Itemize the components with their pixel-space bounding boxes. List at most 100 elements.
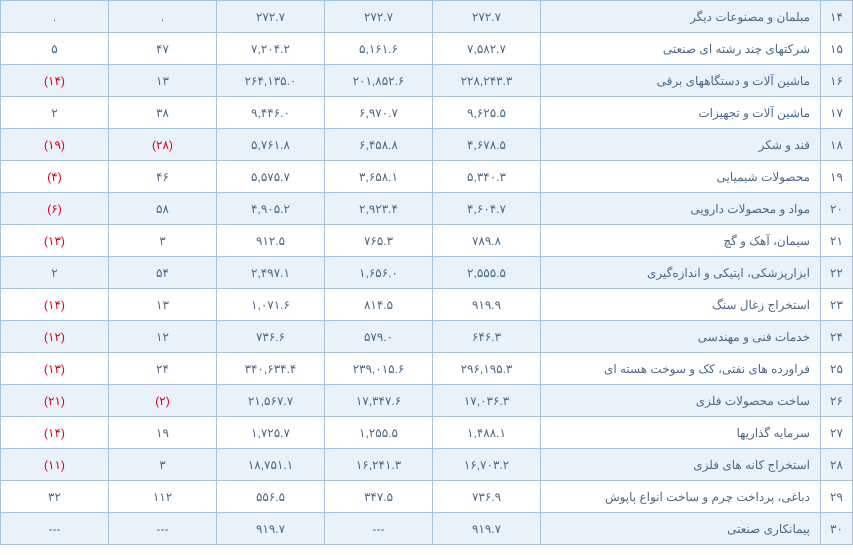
col-c4: ۲۴ (109, 353, 217, 385)
industry-name: پیمانکاری صنعتی (541, 513, 821, 545)
col-c4: --- (109, 513, 217, 545)
col-c1: ۲,۵۵۵.۵ (433, 257, 541, 289)
col-c1: ۷۸۹.۸ (433, 225, 541, 257)
col-c5: ۲ (1, 97, 109, 129)
table-row: ۱۴مبلمان و مصنوعات دیگر۲۷۲.۷۲۷۲.۷۲۷۲.۷.. (1, 1, 853, 33)
industry-name: ماشین آلات و تجهیزات (541, 97, 821, 129)
col-c2: ۶,۹۷۰.۷ (325, 97, 433, 129)
col-c5: ۲ (1, 257, 109, 289)
col-c5: --- (1, 513, 109, 545)
col-c3: ۱,۷۲۵.۷ (217, 417, 325, 449)
col-c1: ۱,۴۸۸.۱ (433, 417, 541, 449)
table-body: ۱۴مبلمان و مصنوعات دیگر۲۷۲.۷۲۷۲.۷۲۷۲.۷..… (1, 1, 853, 545)
col-c4: ۵۸ (109, 193, 217, 225)
col-c1: ۱۷,۰۳۶.۳ (433, 385, 541, 417)
col-c5: (۱۴) (1, 417, 109, 449)
row-number: ۲۴ (821, 321, 853, 353)
col-c2: ۱,۲۵۵.۵ (325, 417, 433, 449)
table-row: ۲۹دباغی، پرداخت چرم و ساخت انواع پاپوش۷۳… (1, 481, 853, 513)
col-c1: ۴,۶۰۴.۷ (433, 193, 541, 225)
col-c4: ۱۱۲ (109, 481, 217, 513)
col-c4: ۱۳ (109, 65, 217, 97)
col-c2: ۲۳۹,۰۱۵.۶ (325, 353, 433, 385)
col-c3: ۳۴۰,۶۳۴.۴ (217, 353, 325, 385)
col-c4: ۱۳ (109, 289, 217, 321)
col-c2: ۶,۴۵۸.۸ (325, 129, 433, 161)
col-c3: ۹,۴۴۶.۰ (217, 97, 325, 129)
col-c4: ۱۹ (109, 417, 217, 449)
col-c2: ۳,۶۵۸.۱ (325, 161, 433, 193)
col-c4: ۱۲ (109, 321, 217, 353)
industry-name: قند و شکر (541, 129, 821, 161)
table-row: ۲۲ابزارپزشکی، اپتیکی و اندازه‌گیری۲,۵۵۵.… (1, 257, 853, 289)
col-c1: ۵,۳۴۰.۳ (433, 161, 541, 193)
col-c2: ۲۰۱,۸۵۲.۶ (325, 65, 433, 97)
row-number: ۲۳ (821, 289, 853, 321)
table-row: ۲۷سرمایه گذاریها۱,۴۸۸.۱۱,۲۵۵.۵۱,۷۲۵.۷۱۹(… (1, 417, 853, 449)
col-c3: ۹۱۹.۷ (217, 513, 325, 545)
col-c1: ۷,۵۸۲.۷ (433, 33, 541, 65)
table-row: ۲۳استخراج زغال سنگ۹۱۹.۹۸۱۴.۵۱,۰۷۱.۶۱۳(۱۴… (1, 289, 853, 321)
industry-name: خدمات فنی و مهندسی (541, 321, 821, 353)
col-c1: ۹۱۹.۹ (433, 289, 541, 321)
industry-name: شرکتهای چند رشته ای صنعتی (541, 33, 821, 65)
row-number: ۱۵ (821, 33, 853, 65)
col-c3: ۷۳۶.۶ (217, 321, 325, 353)
row-number: ۲۵ (821, 353, 853, 385)
industry-name: محصولات شیمیایی (541, 161, 821, 193)
table-row: ۲۴خدمات فنی و مهندسی۶۴۶.۳۵۷۹.۰۷۳۶.۶۱۲(۱۲… (1, 321, 853, 353)
industry-name: مواد و محصولات دارویی (541, 193, 821, 225)
col-c3: ۲۶۴,۱۳۵.۰ (217, 65, 325, 97)
table-row: ۳۰پیمانکاری صنعتی۹۱۹.۷---۹۱۹.۷------ (1, 513, 853, 545)
table-row: ۱۹محصولات شیمیایی۵,۳۴۰.۳۳,۶۵۸.۱۵,۵۷۵.۷۴۶… (1, 161, 853, 193)
col-c1: ۲۲۸,۲۴۳.۳ (433, 65, 541, 97)
col-c5: (۱۹) (1, 129, 109, 161)
industry-name: دباغی، پرداخت چرم و ساخت انواع پاپوش (541, 481, 821, 513)
col-c5: ۵ (1, 33, 109, 65)
row-number: ۲۷ (821, 417, 853, 449)
industry-name: استخراج زغال سنگ (541, 289, 821, 321)
industry-name: ابزارپزشکی، اپتیکی و اندازه‌گیری (541, 257, 821, 289)
industry-name: ساخت محصولات فلزی (541, 385, 821, 417)
col-c3: ۵,۷۶۱.۸ (217, 129, 325, 161)
col-c3: ۲۷۲.۷ (217, 1, 325, 33)
row-number: ۲۲ (821, 257, 853, 289)
col-c3: ۴,۹۰۵.۲ (217, 193, 325, 225)
industry-name: سرمایه گذاریها (541, 417, 821, 449)
table-row: ۲۵فراورده های نفتی، کک و سوخت هسته ای۲۹۶… (1, 353, 853, 385)
table-row: ۱۵شرکتهای چند رشته ای صنعتی۷,۵۸۲.۷۵,۱۶۱.… (1, 33, 853, 65)
col-c4: ۴۶ (109, 161, 217, 193)
table-row: ۱۸قند و شکر۴,۶۷۸.۵۶,۴۵۸.۸۵,۷۶۱.۸(۲۸)(۱۹) (1, 129, 853, 161)
col-c3: ۲۱,۵۶۷.۷ (217, 385, 325, 417)
row-number: ۱۹ (821, 161, 853, 193)
col-c4: (۲) (109, 385, 217, 417)
col-c5: ۳۲ (1, 481, 109, 513)
col-c4: ۳ (109, 449, 217, 481)
col-c5: (۱۳) (1, 225, 109, 257)
col-c3: ۵,۵۷۵.۷ (217, 161, 325, 193)
industry-name: استخراج کانه های فلزی (541, 449, 821, 481)
col-c2: ۱۶,۲۴۱.۳ (325, 449, 433, 481)
col-c2: ۱۷,۳۴۷.۶ (325, 385, 433, 417)
col-c3: ۱۸,۷۵۱.۱ (217, 449, 325, 481)
col-c1: ۲۹۶,۱۹۵.۳ (433, 353, 541, 385)
col-c4: ۳ (109, 225, 217, 257)
col-c1: ۹۱۹.۷ (433, 513, 541, 545)
col-c1: ۱۶,۷۰۳.۲ (433, 449, 541, 481)
col-c2: ۳۴۷.۵ (325, 481, 433, 513)
col-c2: --- (325, 513, 433, 545)
col-c5: (۱۴) (1, 289, 109, 321)
col-c4: . (109, 1, 217, 33)
col-c1: ۴,۶۷۸.۵ (433, 129, 541, 161)
col-c5: (۲۱) (1, 385, 109, 417)
col-c2: ۸۱۴.۵ (325, 289, 433, 321)
col-c5: (۱۳) (1, 353, 109, 385)
row-number: ۲۸ (821, 449, 853, 481)
table-row: ۲۸استخراج کانه های فلزی۱۶,۷۰۳.۲۱۶,۲۴۱.۳۱… (1, 449, 853, 481)
table-row: ۱۷ماشین آلات و تجهیزات۹,۶۲۵.۵۶,۹۷۰.۷۹,۴۴… (1, 97, 853, 129)
col-c5: (۶) (1, 193, 109, 225)
industry-name: سیمان، آهک و گچ (541, 225, 821, 257)
industry-name: ماشین آلات و دستگاههای برقی (541, 65, 821, 97)
row-number: ۲۰ (821, 193, 853, 225)
col-c5: . (1, 1, 109, 33)
